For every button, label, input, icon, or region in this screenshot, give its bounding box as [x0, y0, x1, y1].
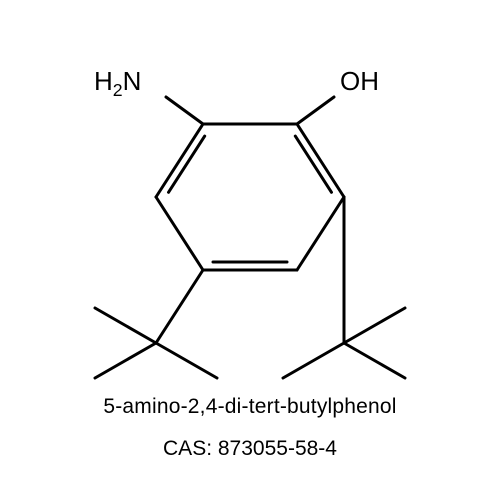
hydroxyl-label: OH [340, 68, 379, 94]
structure-pane: H2N OH [0, 0, 500, 400]
compound-name: 5-amino-2,4-di-tert-butylphenol [0, 395, 500, 419]
cas-number: 873055-58-4 [218, 437, 337, 460]
amine-label: H2N [94, 68, 141, 94]
structure-svg [0, 0, 500, 400]
cas-row: CAS: 873055-58-4 [0, 437, 500, 461]
caption-block: 5-amino-2,4-di-tert-butylphenol CAS: 873… [0, 395, 500, 461]
cas-label: CAS: [163, 437, 212, 460]
